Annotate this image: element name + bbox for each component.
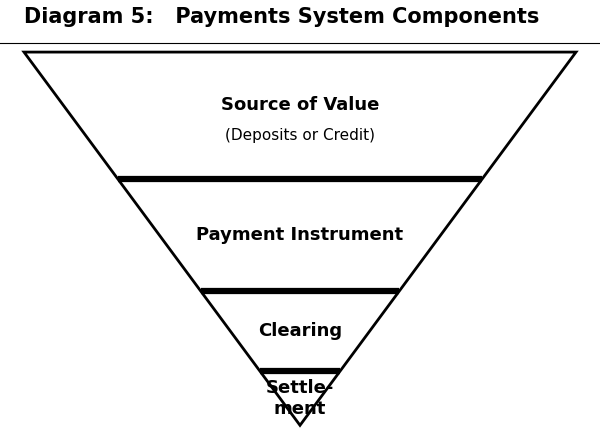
Text: Settle-
ment: Settle- ment <box>266 379 334 418</box>
Text: (Deposits or Credit): (Deposits or Credit) <box>225 128 375 142</box>
Text: Clearing: Clearing <box>258 322 342 340</box>
Polygon shape <box>24 52 576 425</box>
Text: Payment Instrument: Payment Instrument <box>196 226 404 244</box>
Text: Diagram 5:   Payments System Components: Diagram 5: Payments System Components <box>24 7 539 26</box>
Text: Source of Value: Source of Value <box>221 95 379 114</box>
